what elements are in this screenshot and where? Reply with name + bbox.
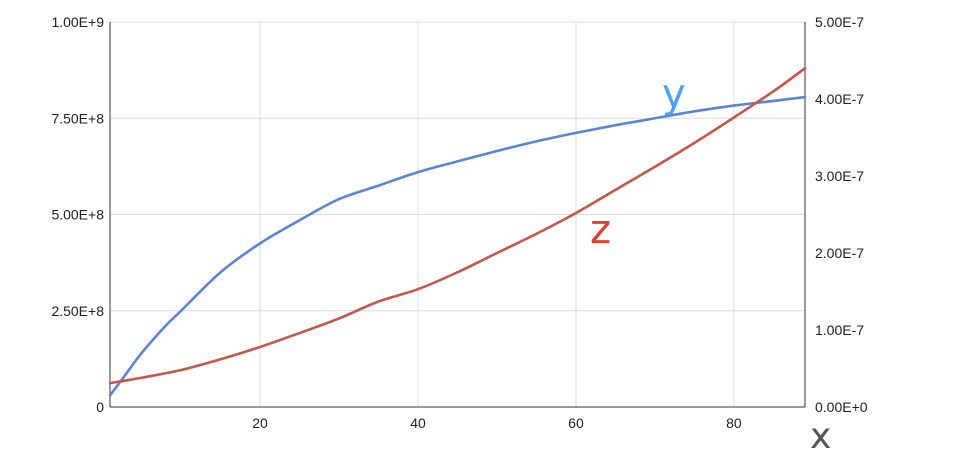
y-left-tick-label: 1.00E+9 [51,14,104,30]
x-tick-label: 60 [568,415,584,431]
y-right-tick-label: 4.00E-7 [815,91,864,107]
y-right-tick-label: 1.00E-7 [815,322,864,338]
tick-labels: 0 2.50E+8 5.00E+8 7.50E+8 1.00E+9 20 40 60 80 0.0… [51,14,867,431]
x-tick-label: 40 [410,415,426,431]
series-label-y: y [662,71,686,117]
y-right-tick-label: 0.00E+0 [815,399,868,415]
y-left-tick-label: 5.00E+8 [51,207,104,223]
series-line-z [108,66,807,385]
y-right-tick-label: 5.00E-7 [815,14,864,30]
grid-lines [110,21,805,408]
series-lines [108,66,807,397]
series-label-z: z [590,207,611,253]
x-axis-label: x [810,416,831,456]
series-line-y [108,95,807,397]
plot-frame [109,22,806,408]
y-left-tick-label: 0 [96,399,104,415]
y-right-tick-label: 3.00E-7 [815,168,864,184]
x-tick-label: 20 [252,415,268,431]
x-tick-label: 80 [726,415,742,431]
y-left-tick-label: 7.50E+8 [51,110,104,126]
y-right-tick-label: 2.00E-7 [815,245,864,261]
y-left-tick-label: 2.50E+8 [51,303,104,319]
